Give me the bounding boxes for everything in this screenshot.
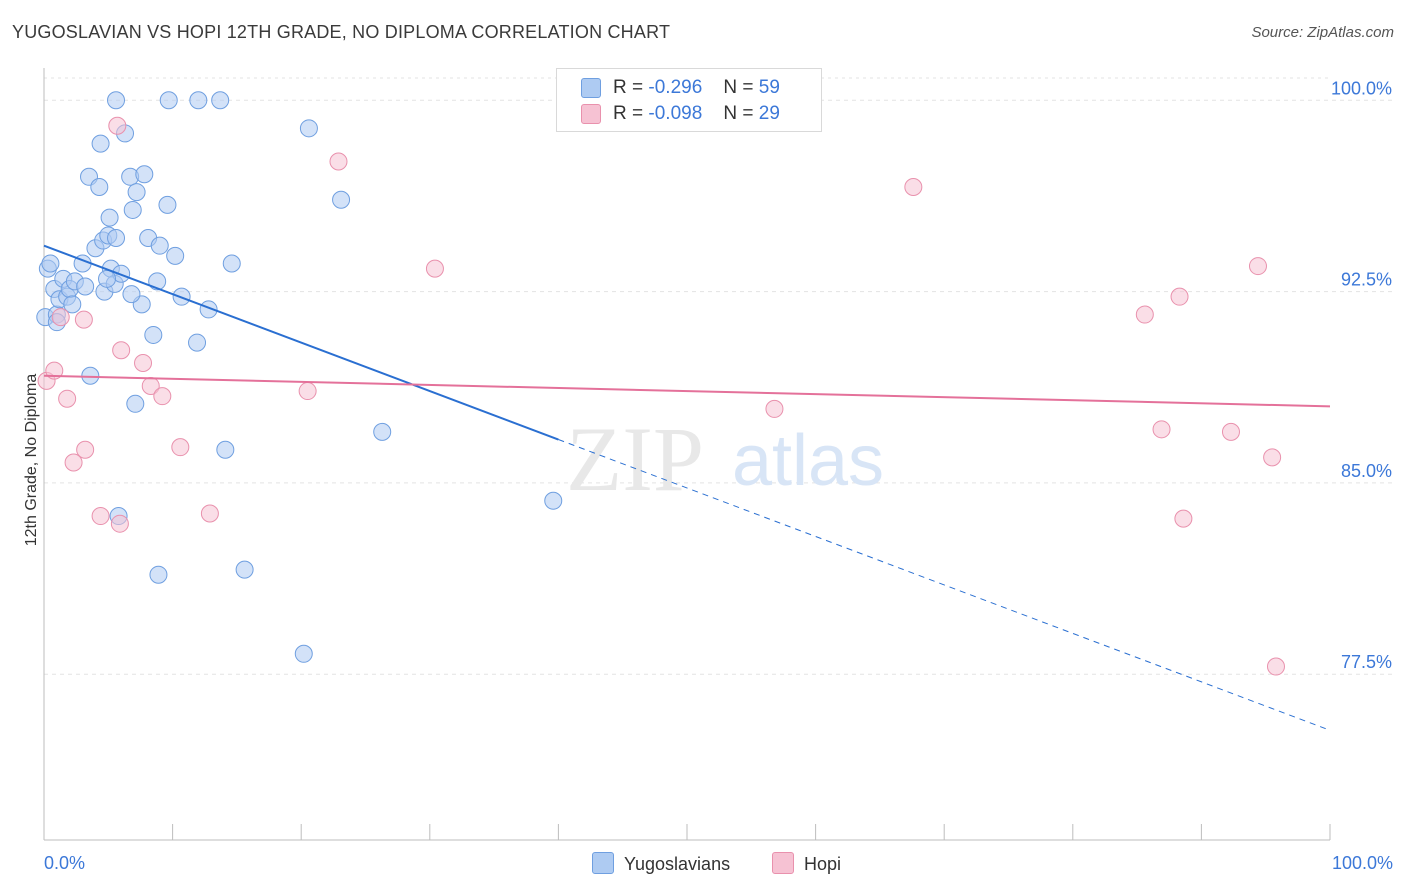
legend-label-hopi: Hopi xyxy=(804,854,842,874)
yugoslavian-point xyxy=(150,236,169,255)
trend-layer xyxy=(43,244,1331,731)
yugoslavian-point xyxy=(294,644,313,663)
correlation-legend: R = -0.296 N = 59 R = -0.098 N = 29 xyxy=(556,68,822,132)
hopi-point xyxy=(765,399,784,418)
yugoslavian-point xyxy=(41,254,60,273)
yugoslavian-point xyxy=(159,91,178,110)
yugoslavian-point xyxy=(149,565,168,584)
legend-r-label: R = xyxy=(613,77,644,98)
yugoslavian-point xyxy=(63,295,82,314)
yugoslavian-point xyxy=(126,394,145,413)
x-tick-label: 100.0% xyxy=(1332,853,1393,873)
y-tick-label: 85.0% xyxy=(1341,461,1392,481)
hopi-point xyxy=(110,514,129,533)
yugoslavian-point xyxy=(222,254,241,273)
bottom-legend-yugoslavians[interactable]: Yugoslavians xyxy=(592,852,730,875)
yugoslavian-point xyxy=(216,440,235,459)
legend-swatch-pink xyxy=(772,852,794,874)
hopi-point xyxy=(1248,257,1267,276)
yugoslavian-point xyxy=(148,272,167,291)
legend-label-yugoslavians: Yugoslavians xyxy=(624,854,731,874)
yugoslavian-point xyxy=(158,195,177,214)
yugoslavian-point xyxy=(544,491,563,510)
hopi-point xyxy=(1266,657,1285,676)
y-tick-label: 77.5% xyxy=(1341,652,1392,672)
yugoslavian-point xyxy=(135,165,154,184)
yugoslavian-trend-extension xyxy=(558,439,1331,731)
legend-n-value-blue: 59 xyxy=(758,77,780,98)
hopi-point xyxy=(91,507,110,526)
yugoslavian-point xyxy=(91,134,110,153)
hopi-point xyxy=(134,353,153,372)
yugoslavian-point xyxy=(211,91,230,110)
watermark-atlas: atlas xyxy=(732,421,884,501)
hopi-point xyxy=(425,259,444,278)
legend-swatch-blue xyxy=(581,78,601,98)
points-layer xyxy=(36,91,1285,676)
hopi-point xyxy=(76,440,95,459)
hopi-point xyxy=(58,389,77,408)
hopi-point xyxy=(64,453,83,472)
legend-swatch-blue xyxy=(592,852,614,874)
tick-label-layer: 100.0% 92.5% 85.0% 77.5% 0.0% 100.0% xyxy=(44,78,1393,873)
y-tick-label: 100.0% xyxy=(1331,78,1392,98)
yugoslavian-trend-line xyxy=(43,244,559,441)
yugoslavian-point xyxy=(166,246,185,265)
source-label: Source: ZipAtlas.com xyxy=(1251,24,1394,41)
legend-r-value-blue: -0.296 xyxy=(648,77,703,98)
hopi-point xyxy=(904,177,923,196)
hopi-point xyxy=(200,504,219,523)
hopi-point xyxy=(1221,422,1240,441)
hopi-point xyxy=(1263,448,1282,467)
yugoslavian-point xyxy=(144,325,163,344)
yugoslavian-point xyxy=(127,183,146,202)
legend-swatch-pink xyxy=(581,104,601,124)
hopi-point xyxy=(74,310,93,329)
bottom-legend-hopi[interactable]: Hopi xyxy=(772,852,841,875)
hopi-point xyxy=(1170,287,1189,306)
yugoslavian-point xyxy=(373,422,392,441)
legend-r-label: R = xyxy=(613,103,644,124)
yugoslavian-point xyxy=(189,91,208,110)
yugoslavian-point xyxy=(90,177,109,196)
hopi-point xyxy=(51,308,70,327)
yugoslavian-point xyxy=(98,269,117,288)
yugoslavian-point xyxy=(299,119,318,138)
grid-layer xyxy=(44,77,1392,675)
yugoslavian-point xyxy=(76,277,95,296)
hopi-point xyxy=(1174,509,1193,528)
yugoslavian-point xyxy=(332,190,351,209)
hopi-point xyxy=(1135,305,1154,324)
yugoslavian-point xyxy=(188,333,207,352)
yugoslavian-point xyxy=(100,208,119,227)
yugoslavian-point xyxy=(122,285,141,304)
x-tick-label: 0.0% xyxy=(44,853,85,873)
yugoslavian-point xyxy=(235,560,254,579)
legend-n-value-pink: 29 xyxy=(758,103,780,124)
chart-title: YUGOSLAVIAN VS HOPI 12TH GRADE, NO DIPLO… xyxy=(12,22,671,42)
watermark: ZIP atlas xyxy=(566,408,884,510)
yugoslavian-point xyxy=(107,91,126,110)
yugoslavian-point xyxy=(123,200,142,219)
hopi-trend-line xyxy=(43,374,1331,408)
hopi-point xyxy=(298,382,317,401)
hopi-point xyxy=(329,152,348,171)
hopi-point xyxy=(108,116,127,135)
legend-n-label: N = xyxy=(723,103,754,124)
hopi-point xyxy=(112,341,131,360)
axis-layer xyxy=(43,68,1331,841)
hopi-point xyxy=(171,438,190,457)
watermark-zip: ZIP xyxy=(566,408,704,510)
hopi-point xyxy=(153,387,172,406)
legend-r-value-pink: -0.098 xyxy=(648,103,703,124)
hopi-point xyxy=(1152,420,1171,439)
legend-n-label: N = xyxy=(723,77,754,98)
y-tick-label: 92.5% xyxy=(1341,270,1392,290)
yugoslavian-point xyxy=(107,229,126,248)
